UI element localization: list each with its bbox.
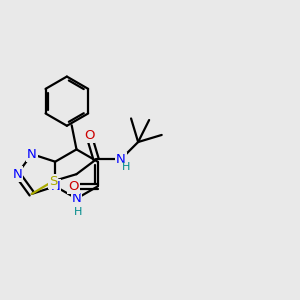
Text: H: H bbox=[122, 162, 130, 172]
Text: O: O bbox=[68, 180, 79, 193]
Text: H: H bbox=[74, 207, 82, 217]
Text: O: O bbox=[84, 129, 94, 142]
Text: N: N bbox=[116, 153, 126, 166]
Text: N: N bbox=[13, 167, 22, 181]
Text: N: N bbox=[72, 192, 81, 205]
Text: N: N bbox=[50, 180, 60, 193]
Text: N: N bbox=[27, 148, 37, 160]
Text: S: S bbox=[49, 175, 57, 188]
